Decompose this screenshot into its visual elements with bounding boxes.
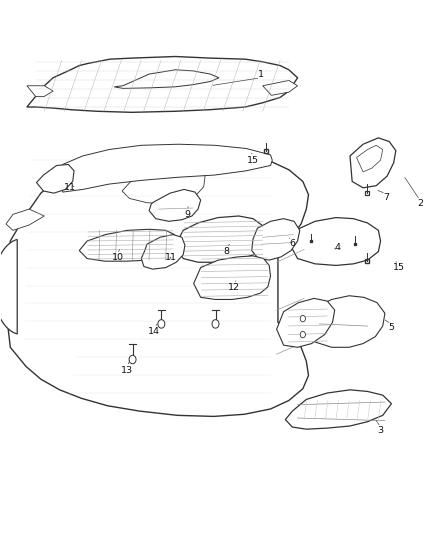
Polygon shape <box>307 296 385 348</box>
Circle shape <box>300 316 305 322</box>
Text: 15: 15 <box>247 156 259 165</box>
Circle shape <box>300 332 305 338</box>
Text: 4: 4 <box>335 243 341 252</box>
Polygon shape <box>286 390 392 429</box>
Text: 11: 11 <box>64 183 76 192</box>
Polygon shape <box>27 86 53 96</box>
Text: 5: 5 <box>389 323 395 332</box>
Polygon shape <box>122 165 205 204</box>
Text: 7: 7 <box>383 193 389 202</box>
Text: 2: 2 <box>417 199 423 208</box>
Polygon shape <box>61 144 272 192</box>
Circle shape <box>158 320 165 328</box>
Text: 6: 6 <box>290 239 295 248</box>
Polygon shape <box>27 56 297 112</box>
Polygon shape <box>114 70 219 88</box>
Text: 15: 15 <box>393 263 405 272</box>
Circle shape <box>129 356 136 364</box>
Text: 13: 13 <box>121 366 134 375</box>
Text: 3: 3 <box>378 426 384 435</box>
Polygon shape <box>277 298 335 348</box>
Circle shape <box>212 320 219 328</box>
Polygon shape <box>6 209 44 230</box>
Polygon shape <box>141 235 185 269</box>
Polygon shape <box>4 151 308 416</box>
Text: 9: 9 <box>184 210 191 219</box>
Text: 11: 11 <box>165 254 177 262</box>
Polygon shape <box>36 165 74 193</box>
Text: 14: 14 <box>148 327 160 336</box>
Polygon shape <box>357 146 383 172</box>
Polygon shape <box>194 256 271 300</box>
Polygon shape <box>149 189 201 221</box>
Polygon shape <box>79 229 175 261</box>
Polygon shape <box>290 217 381 265</box>
Polygon shape <box>350 138 396 188</box>
Polygon shape <box>263 80 297 95</box>
Polygon shape <box>175 216 265 262</box>
Text: 8: 8 <box>224 247 230 256</box>
Polygon shape <box>0 239 17 334</box>
Text: 12: 12 <box>228 283 240 292</box>
Polygon shape <box>252 219 300 260</box>
Text: 10: 10 <box>112 254 124 262</box>
Text: 1: 1 <box>258 70 264 78</box>
